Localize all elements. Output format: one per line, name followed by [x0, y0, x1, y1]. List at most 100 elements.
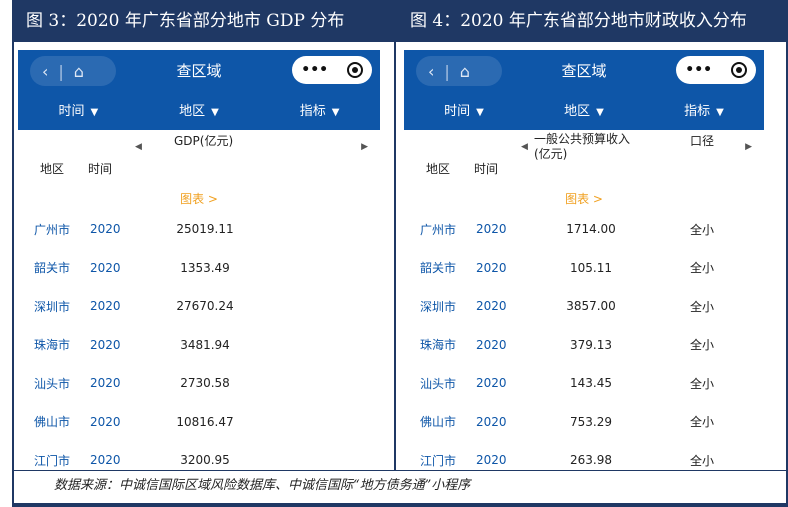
column-header-revenue-line1: 一般公共预算收入	[534, 132, 631, 146]
scroll-left-icon[interactable]: ◀	[135, 142, 142, 152]
region-link[interactable]: 韶关市	[34, 261, 71, 276]
scope-cell: 全小	[690, 415, 715, 430]
data-rows: 广州市 2020 1714.00 全小 韶关市 2020 105.11 全小 深圳市 2020…	[404, 210, 764, 480]
table-row: 深圳市 2020 3857.00 全小	[404, 287, 764, 326]
table-row: 广州市 2020 25019.11	[18, 210, 380, 249]
table-row: 佛山市 2020 10816.47	[18, 403, 380, 442]
value-cell: 3857.00	[566, 299, 616, 314]
filter-indicator[interactable]: 指标 ▼	[300, 100, 340, 119]
value-cell: 379.13	[570, 337, 612, 352]
region-link[interactable]: 广州市	[34, 222, 71, 237]
year-cell: 2020	[476, 453, 507, 468]
scope-cell: 全小	[690, 453, 715, 468]
region-link[interactable]: 珠海市	[34, 338, 71, 353]
filter-time-label: 时间	[58, 104, 85, 119]
region-link[interactable]: 汕头市	[420, 376, 457, 391]
region-link[interactable]: 深圳市	[420, 299, 457, 314]
scroll-left-icon[interactable]: ◀	[521, 142, 528, 152]
figure-caption-left: 图 3：2020 年广东省部分地市 GDP 分布	[12, 0, 394, 42]
gdp-app-panel: ‹ | ⌂ 查区域 ••• 时间 ▼ 地区 ▼ 指标 ▼ 地区 时间 ◀ GDP(亿元…	[18, 50, 380, 480]
region-link[interactable]: 深圳市	[34, 299, 71, 314]
caret-down-icon: ▼	[211, 107, 219, 118]
mini-program-capsule: •••	[292, 56, 372, 84]
table-row: 韶关市 2020 105.11 全小	[404, 249, 764, 288]
region-link[interactable]: 韶关市	[420, 261, 457, 276]
figure-caption-right: 图 4：2020 年广东省部分地市财政收入分布	[396, 0, 788, 42]
chart-link[interactable]: 图表 >	[565, 192, 603, 206]
value-cell: 27670.24	[176, 299, 234, 314]
filter-bar: 时间 ▼ 地区 ▼ 指标 ▼	[18, 100, 380, 119]
column-header-revenue: 一般公共预算收入 (亿元)	[534, 132, 630, 162]
scroll-right-icon[interactable]: ▶	[361, 142, 368, 152]
value-cell: 10816.47	[176, 414, 234, 429]
column-header-region: 地区	[426, 162, 451, 176]
filter-indicator-label: 指标	[299, 104, 326, 119]
table-row: 深圳市 2020 27670.24	[18, 287, 380, 326]
column-header-time: 时间	[88, 162, 113, 176]
region-link[interactable]: 珠海市	[420, 338, 457, 353]
close-icon[interactable]	[346, 62, 363, 78]
home-icon[interactable]: ⌂	[459, 61, 470, 81]
table-row: 江门市 2020 3200.95	[18, 441, 380, 480]
scroll-right-icon[interactable]: ▶	[745, 142, 752, 152]
column-header-time: 时间	[474, 162, 499, 176]
back-icon[interactable]: ‹	[42, 61, 49, 81]
close-icon[interactable]	[730, 62, 747, 78]
table-row: 佛山市 2020 753.29 全小	[404, 403, 764, 442]
nav-pill: ‹ | ⌂	[416, 56, 502, 86]
scope-cell: 全小	[690, 222, 715, 237]
year-cell: 2020	[90, 222, 121, 237]
panel-divider	[394, 0, 396, 470]
column-header-gdp: GDP(亿元)	[174, 134, 234, 148]
year-cell: 2020	[90, 299, 121, 314]
filter-time[interactable]: 时间 ▼	[444, 100, 484, 119]
region-link[interactable]: 汕头市	[34, 376, 71, 391]
data-rows: 广州市 2020 25019.11 韶关市 2020 1353.49 深圳市 2020 27…	[18, 210, 380, 480]
table-row: 珠海市 2020 3481.94	[18, 326, 380, 365]
chart-link[interactable]: 图表 >	[180, 192, 218, 206]
filter-indicator[interactable]: 指标 ▼	[684, 100, 724, 119]
year-cell: 2020	[90, 337, 121, 352]
more-icon[interactable]: •••	[685, 62, 713, 78]
mini-program-capsule: •••	[676, 56, 756, 84]
caret-down-icon: ▼	[596, 107, 604, 118]
value-cell: 263.98	[570, 453, 612, 468]
table-header: 地区 时间 ◀ 一般公共预算收入 (亿元) 口径 ▶	[404, 130, 764, 190]
report-frame	[12, 0, 788, 507]
year-cell: 2020	[476, 414, 507, 429]
region-link[interactable]: 广州市	[420, 222, 457, 237]
year-cell: 2020	[476, 376, 507, 391]
region-link[interactable]: 佛山市	[420, 415, 457, 430]
value-cell: 3481.94	[180, 337, 230, 352]
table-row: 广州市 2020 1714.00 全小	[404, 210, 764, 249]
more-icon[interactable]: •••	[301, 62, 329, 78]
filter-time-label: 时间	[444, 104, 471, 119]
table-row: 汕头市 2020 143.45 全小	[404, 364, 764, 403]
year-cell: 2020	[476, 222, 507, 237]
back-icon[interactable]: ‹	[428, 61, 435, 81]
value-cell: 1353.49	[180, 260, 230, 275]
column-header-scope: 口径	[690, 134, 715, 148]
region-link[interactable]: 佛山市	[34, 415, 71, 430]
data-source-note: 数据来源：中诚信国际区域风险数据库、中诚信国际“地方债务通”小程序	[14, 470, 788, 502]
year-cell: 2020	[90, 453, 121, 468]
filter-region[interactable]: 地区 ▼	[179, 100, 219, 119]
filter-time[interactable]: 时间 ▼	[58, 100, 98, 119]
value-cell: 2730.58	[180, 376, 230, 391]
value-cell: 143.45	[570, 376, 612, 391]
value-cell: 105.11	[570, 260, 612, 275]
region-link[interactable]: 江门市	[420, 453, 457, 468]
table-row: 珠海市 2020 379.13 全小	[404, 326, 764, 365]
scope-cell: 全小	[690, 261, 715, 276]
value-cell: 25019.11	[176, 222, 234, 237]
nav-pill: ‹ | ⌂	[30, 56, 116, 86]
filter-region[interactable]: 地区 ▼	[564, 100, 604, 119]
caret-down-icon: ▼	[331, 107, 340, 118]
region-link[interactable]: 江门市	[34, 453, 71, 468]
column-header-revenue-line2: (亿元)	[534, 147, 568, 161]
app-header: ‹ | ⌂ 查区域 ••• 时间 ▼ 地区 ▼ 指标 ▼	[18, 50, 380, 130]
app-title: 查区域	[561, 62, 607, 80]
home-icon[interactable]: ⌂	[73, 61, 84, 81]
value-cell: 1714.00	[566, 222, 616, 237]
caret-down-icon: ▼	[476, 107, 484, 118]
